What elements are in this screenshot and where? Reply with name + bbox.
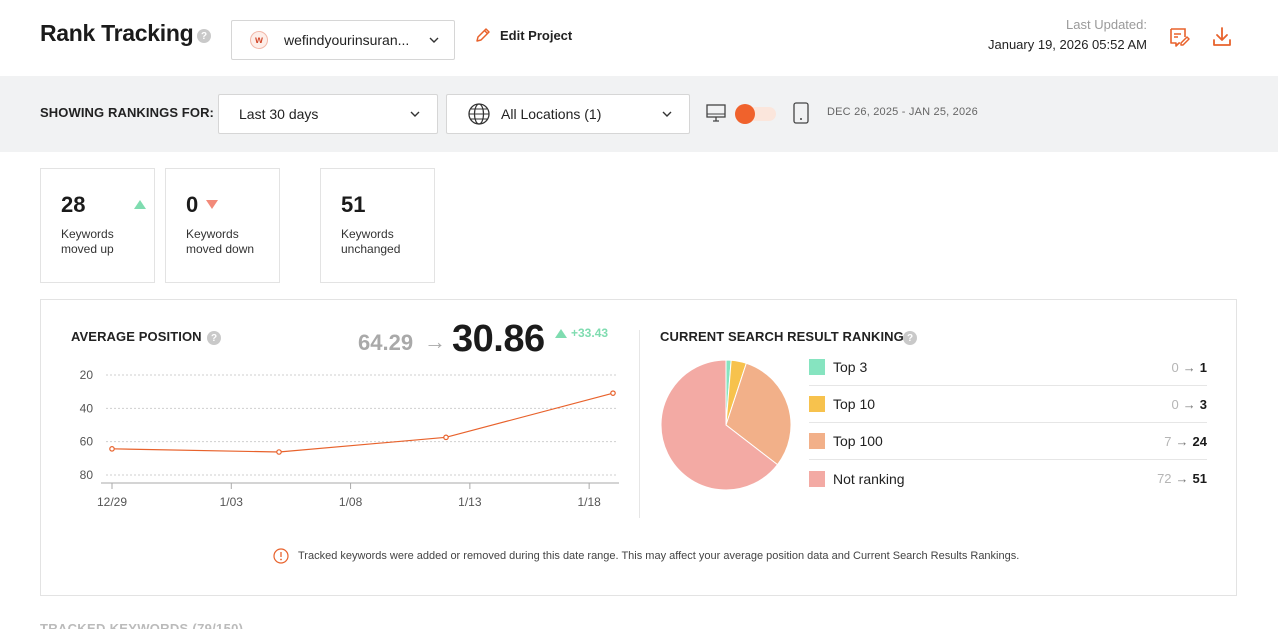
average-position-delta: +33.43 <box>571 326 609 340</box>
desktop-icon[interactable] <box>705 102 727 124</box>
stat-card-moved-up: 28 Keywords moved up <box>40 168 155 283</box>
edit-project-button[interactable]: Edit Project <box>474 26 572 44</box>
x-tick-label: 1/03 <box>220 495 244 509</box>
x-tick-label: 1/18 <box>577 495 601 509</box>
legend-to-value: 3 <box>1199 396 1207 412</box>
trend-down-icon <box>206 200 218 209</box>
project-name: wefindyourinsuran... <box>284 32 410 48</box>
project-select[interactable]: w wefindyourinsuran... <box>231 20 455 60</box>
stat-card-moved-down: 0 Keywords moved down <box>165 168 280 283</box>
rankings-panel: AVERAGE POSITION ? 64.29 → 30.86 +33.43 … <box>40 299 1237 596</box>
stat-value: 0 <box>186 192 199 217</box>
help-icon[interactable]: ? <box>207 331 221 345</box>
tracked-keywords-heading: TRACKED KEYWORDS (79/150) <box>40 621 244 629</box>
help-icon[interactable]: ? <box>903 331 917 345</box>
stat-value: 51 <box>341 192 366 217</box>
legend-row: Not ranking 72 → 51 <box>809 460 1207 497</box>
legend-arrow: → <box>1175 471 1189 486</box>
stat-label: Keywords moved down <box>186 227 255 256</box>
stat-label: Keywords moved up <box>61 227 114 256</box>
legend-row: Top 3 0 → 1 <box>809 349 1207 386</box>
date-range-select-value: Last 30 days <box>239 106 319 122</box>
search-rankings-pie-chart <box>660 359 792 491</box>
legend-from-value: 72 <box>1157 471 1172 486</box>
stat-value: 28 <box>61 192 86 217</box>
trend-up-icon <box>134 200 146 209</box>
stat-card-unchanged: 51 Keywords unchanged <box>320 168 435 283</box>
y-tick-label: 80 <box>80 468 94 482</box>
data-point <box>610 390 616 396</box>
x-tick-label: 1/13 <box>458 495 482 509</box>
stat-label: Keywords unchanged <box>341 227 401 256</box>
globe-icon <box>468 103 490 125</box>
legend-from-value: 0 <box>1171 359 1179 375</box>
average-position-title: AVERAGE POSITION <box>71 329 202 344</box>
page-header: Rank Tracking ? w wefindyourinsuran... E… <box>0 0 1278 76</box>
data-point <box>443 434 449 441</box>
date-range-select[interactable]: Last 30 days <box>218 94 438 134</box>
divider <box>639 330 640 518</box>
help-icon[interactable]: ? <box>197 29 211 43</box>
legend-from-value: 7 <box>1164 433 1172 449</box>
legend-swatch <box>809 359 825 375</box>
pencil-icon <box>476 28 490 42</box>
location-select[interactable]: All Locations (1) <box>446 94 690 134</box>
legend-to-value: 51 <box>1192 471 1207 486</box>
legend-arrow: → <box>1175 433 1189 449</box>
legend-arrow: → <box>1182 396 1196 412</box>
legend-label: Not ranking <box>833 470 905 487</box>
legend-arrow: → <box>1182 359 1196 375</box>
filter-bar: SHOWING RANKINGS FOR: Last 30 days All L… <box>0 76 1278 152</box>
search-rankings-title: CURRENT SEARCH RESULT RANKINGS <box>660 329 913 344</box>
series-line <box>111 392 614 453</box>
chevron-down-icon <box>429 37 439 43</box>
page-title: Rank Tracking <box>40 20 194 46</box>
last-updated-value: January 19, 2026 05:52 AM <box>987 37 1147 52</box>
last-updated-label: Last Updated: <box>1066 17 1147 32</box>
y-tick-label: 60 <box>80 435 94 449</box>
pie-slice <box>660 359 779 491</box>
edit-project-label: Edit Project <box>500 27 573 43</box>
legend-swatch <box>809 433 825 449</box>
legend-to-value: 24 <box>1192 433 1207 449</box>
toggle-switch-icon <box>735 104 776 124</box>
date-range-text: DEC 26, 2025 - JAN 25, 2026 <box>827 106 978 118</box>
mobile-icon[interactable] <box>791 101 811 125</box>
project-logo: w <box>250 31 268 49</box>
edit-note-icon[interactable] <box>1168 26 1190 48</box>
data-point <box>109 446 115 452</box>
info-icon <box>273 548 289 564</box>
legend-swatch <box>809 396 825 412</box>
showing-rankings-label: SHOWING RANKINGS FOR: <box>40 105 214 120</box>
average-position-old: 64.29 <box>358 330 414 355</box>
legend-swatch <box>809 470 825 487</box>
x-tick-label: 1/08 <box>339 495 363 509</box>
trend-up-icon <box>555 329 567 338</box>
download-icon[interactable] <box>1211 26 1233 48</box>
chevron-down-icon <box>662 111 672 117</box>
notice: Tracked keywords were added or removed d… <box>273 548 1019 564</box>
y-tick-label: 20 <box>80 368 94 382</box>
chevron-down-icon <box>410 111 420 117</box>
legend-label: Top 100 <box>833 433 883 449</box>
y-tick-label: 40 <box>80 401 94 415</box>
data-point <box>276 449 282 455</box>
device-toggle[interactable] <box>734 103 778 125</box>
legend-label: Top 10 <box>833 396 876 412</box>
legend-label: Top 3 <box>833 359 868 375</box>
pie-slice <box>725 362 792 466</box>
average-position-arrow: → <box>424 329 446 354</box>
legend-row: Top 10 0 → 3 <box>809 386 1207 423</box>
x-tick-label: 12/29 <box>97 495 127 509</box>
legend-from-value: 0 <box>1171 396 1179 412</box>
location-select-value: All Locations (1) <box>501 106 602 122</box>
notice-text: Tracked keywords were added or removed d… <box>298 550 1020 562</box>
legend-row: Top 100 7 → 24 <box>809 423 1207 460</box>
average-position-new: 30.86 <box>452 318 545 360</box>
legend-to-value: 1 <box>1199 359 1207 375</box>
